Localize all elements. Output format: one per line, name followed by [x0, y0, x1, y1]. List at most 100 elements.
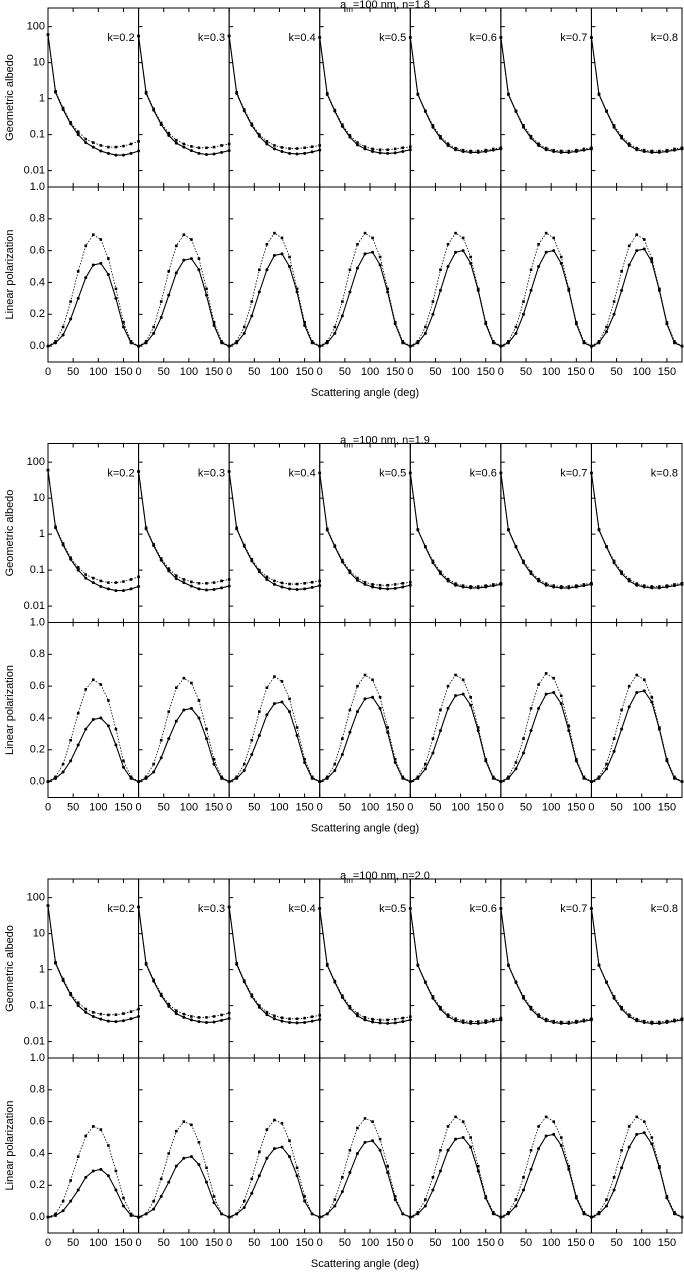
data-point	[393, 586, 397, 590]
data-point	[559, 255, 563, 259]
x-tick-label: 150	[658, 1237, 676, 1249]
data-point	[318, 471, 322, 475]
data-point	[280, 1121, 284, 1125]
data-point	[265, 1013, 269, 1017]
data-point	[114, 589, 118, 593]
data-point	[318, 1215, 322, 1219]
data-point	[333, 1204, 337, 1208]
data-point	[386, 726, 389, 729]
y-tick-label: 100	[27, 456, 45, 468]
data-point	[310, 1015, 314, 1019]
data-point	[333, 544, 337, 547]
data-point	[567, 149, 571, 153]
data-point	[310, 585, 314, 589]
data-point	[341, 1176, 344, 1179]
data-point	[559, 261, 563, 265]
data-point	[537, 265, 541, 269]
x-tick-label: 150	[477, 1237, 495, 1249]
data-point	[552, 584, 555, 587]
data-point	[642, 689, 646, 693]
data-point	[446, 1013, 450, 1016]
data-point	[393, 758, 397, 761]
data-point	[424, 544, 427, 548]
data-point	[99, 238, 103, 241]
data-point	[408, 471, 412, 475]
data-point	[627, 263, 631, 267]
x-tick-label: 150	[295, 1237, 313, 1249]
data-point	[658, 149, 661, 153]
data-line	[500, 1133, 592, 1218]
data-point	[423, 331, 427, 335]
data-point	[121, 765, 125, 769]
data-point	[665, 148, 669, 152]
data-point	[69, 556, 72, 560]
data-point	[69, 759, 73, 763]
data-point	[265, 142, 269, 146]
data-point	[167, 1002, 171, 1006]
data-point	[355, 578, 359, 582]
data-point	[635, 691, 639, 694]
data-point	[46, 1215, 50, 1219]
data-point	[99, 579, 103, 583]
data-point	[69, 1199, 73, 1203]
data-point	[220, 579, 223, 583]
data-point	[499, 36, 503, 39]
data-point	[386, 1021, 390, 1025]
data-point	[303, 1195, 306, 1198]
data-point	[152, 1207, 156, 1211]
data-point	[288, 1020, 292, 1024]
data-line	[591, 908, 683, 1023]
data-point	[159, 557, 163, 560]
data-point	[552, 676, 555, 680]
data-point	[258, 1150, 261, 1154]
data-point	[84, 1134, 88, 1138]
data-point	[107, 699, 110, 702]
data-line	[138, 471, 230, 584]
data-point	[144, 340, 148, 343]
y-tick-label: 1	[39, 528, 45, 540]
data-point	[386, 148, 389, 152]
data-point	[242, 331, 246, 335]
x-tick-label: 50	[339, 801, 351, 813]
data-point	[310, 150, 314, 154]
data-line	[319, 37, 411, 154]
data-point	[106, 587, 110, 591]
data-point	[355, 266, 359, 270]
data-point	[121, 325, 125, 329]
data-point	[439, 268, 442, 272]
data-point	[393, 761, 397, 764]
x-tick-label: 150	[567, 1237, 585, 1249]
data-point	[212, 1201, 216, 1205]
title-part: m	[346, 440, 353, 449]
data-point	[469, 149, 472, 153]
data-point	[658, 726, 661, 729]
data-point	[333, 1198, 337, 1201]
data-point	[61, 770, 65, 774]
data-point	[61, 762, 65, 766]
data-point	[258, 133, 261, 136]
data-point	[431, 995, 435, 998]
y-tick-label: 1.0	[30, 181, 45, 193]
data-point	[257, 733, 261, 737]
x-tick-label: 0	[588, 1237, 594, 1249]
data-line	[138, 471, 230, 591]
x-tick-label: 0	[317, 1237, 323, 1249]
data-point	[408, 907, 412, 910]
y-axis-label: Geometric albedo	[4, 490, 16, 577]
panel-label: k=0.8	[651, 467, 678, 479]
data-point	[182, 676, 186, 680]
data-point	[220, 1212, 223, 1216]
data-point	[189, 257, 193, 261]
data-line	[138, 257, 230, 347]
data-point	[272, 253, 276, 257]
data-point	[635, 582, 639, 585]
data-point	[220, 340, 223, 343]
data-point	[393, 1017, 397, 1021]
data-point	[212, 145, 216, 149]
data-point	[175, 1129, 178, 1133]
chart-title: am=100 nm, n=1.9	[340, 434, 430, 449]
data-line	[409, 908, 501, 1024]
data-point	[129, 1010, 133, 1013]
data-point	[288, 255, 291, 259]
data-point	[122, 1196, 125, 1200]
